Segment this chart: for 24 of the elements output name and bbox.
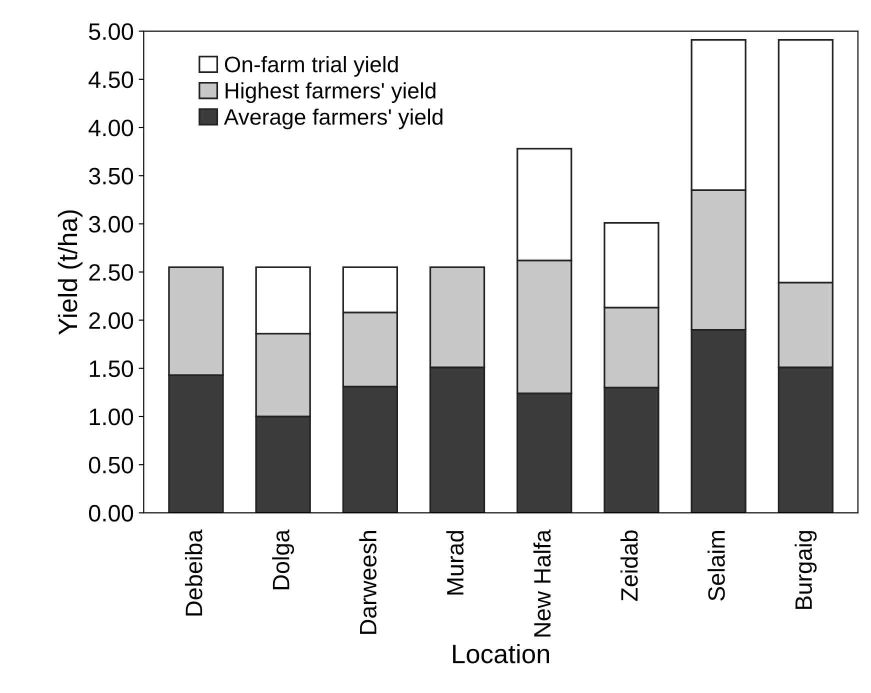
x-axis-title: Location: [453, 644, 549, 664]
x-tick-label: Burgaig: [794, 531, 817, 609]
y-tick-label: 1.00: [90, 408, 134, 426]
x-tick-label: Darweesh: [359, 531, 377, 634]
y-tick-label: 3.50: [88, 168, 134, 184]
y-tick-label: 2.50: [89, 264, 134, 281]
y-tick-label: 4.50: [88, 71, 134, 88]
legend-label: Average farmers' yield: [224, 108, 442, 130]
legend-label: Highest farmers' yield: [226, 82, 436, 103]
x-tick-label: Murad: [446, 531, 464, 594]
x-tick-label: Dolga: [272, 529, 294, 590]
y-tick-label: 3.00: [88, 216, 134, 233]
y-tick-label: 0.50: [88, 456, 134, 474]
y-tick-label: 4.00: [88, 120, 134, 136]
legend-label: On-farm trial yield: [224, 56, 398, 77]
y-tick-label: 0.00: [88, 504, 134, 522]
x-tick-label: Debeiba: [184, 529, 202, 616]
y-tick-label: 5.00: [88, 23, 134, 40]
y-tick-label: 2.00: [89, 312, 134, 329]
x-tick-label: Zeidab: [620, 530, 638, 601]
y-tick-label: 1.50: [90, 360, 134, 378]
y-axis-title: Yield (t/ha): [58, 210, 82, 335]
x-tick-label: New Halfa: [533, 529, 551, 636]
x-tick-label: Selaim: [708, 531, 725, 601]
